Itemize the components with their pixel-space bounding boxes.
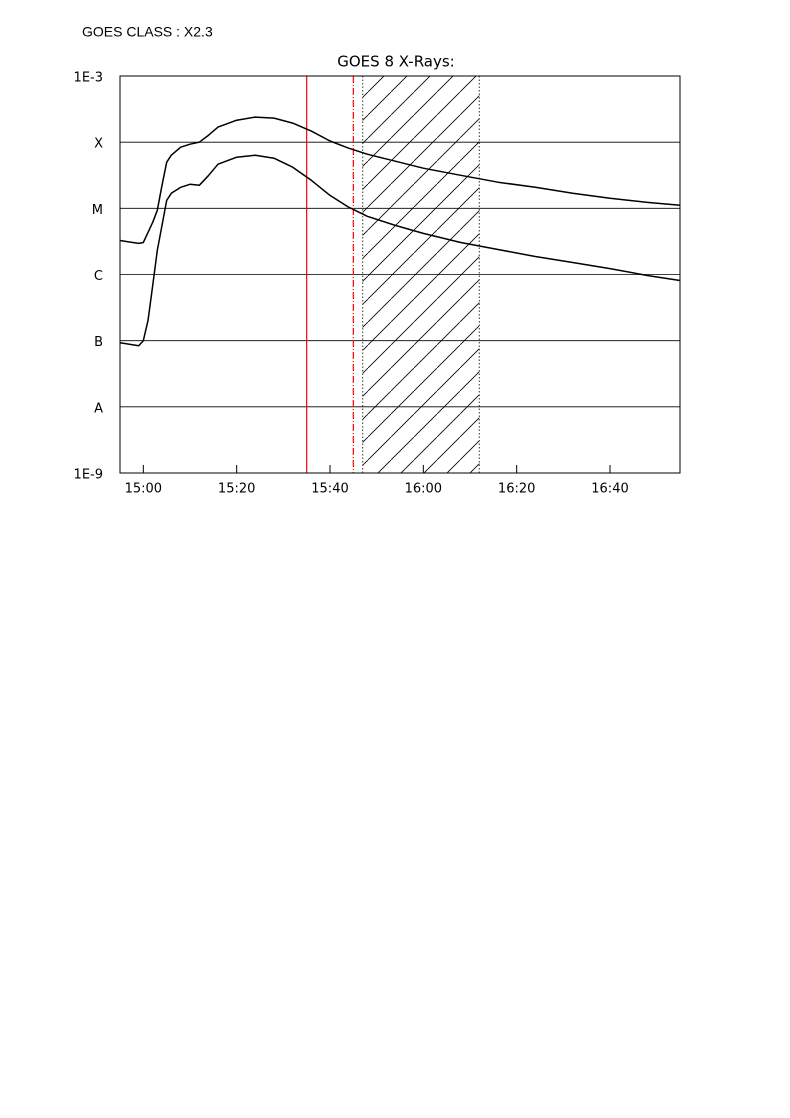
y-tick-label: M bbox=[92, 203, 103, 218]
x-tick-label: 16:20 bbox=[498, 482, 535, 497]
x-tick-label: 16:00 bbox=[405, 482, 442, 497]
y-tick-label: B bbox=[94, 335, 103, 350]
plot-frame bbox=[119, 75, 681, 474]
series-line bbox=[119, 154, 681, 347]
series-line bbox=[119, 116, 681, 245]
x-tick-label: 15:40 bbox=[311, 482, 348, 497]
goes-class: GOES CLASS : X2.3 bbox=[82, 24, 213, 40]
chart-title: GOES 8 X-Rays: bbox=[337, 53, 454, 71]
y-tick-label: X bbox=[94, 137, 103, 152]
y-tick-label: 1E-3 bbox=[74, 71, 103, 86]
x-tick-label: 15:20 bbox=[218, 482, 255, 497]
y-tick-label: A bbox=[94, 401, 103, 416]
y-tick-label: 1E-9 bbox=[74, 468, 103, 483]
x-tick-label: 16:40 bbox=[591, 482, 628, 497]
x-tick-label: 15:00 bbox=[125, 482, 162, 497]
y-tick-label: C bbox=[94, 269, 103, 284]
